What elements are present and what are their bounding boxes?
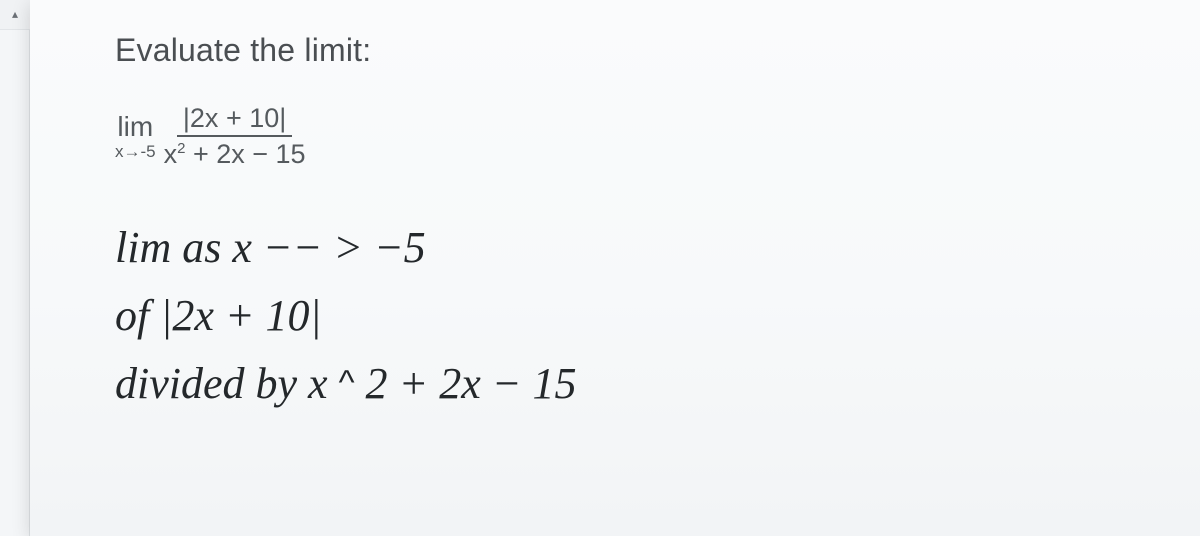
approach-var: x bbox=[115, 142, 124, 161]
scrollbar-track[interactable]: ▴ bbox=[0, 0, 30, 536]
lim-subscript: x→-5 bbox=[115, 143, 156, 160]
fraction-denominator: x2 + 2x − 15 bbox=[164, 137, 306, 168]
limit-operator: lim x→-5 bbox=[115, 113, 156, 160]
limit-expression: lim x→-5 |2x + 10| x2 + 2x − 15 bbox=[115, 105, 1140, 168]
content-sheet: Evaluate the limit: lim x→-5 |2x + 10| x… bbox=[30, 0, 1200, 536]
desc-line2-text: of |2x + 10| bbox=[115, 291, 322, 340]
desc-line1-b: −5 bbox=[374, 223, 426, 272]
approach-value: -5 bbox=[141, 142, 156, 161]
fraction: |2x + 10| x2 + 2x − 15 bbox=[164, 105, 306, 168]
prompt-text: Evaluate the limit: bbox=[115, 32, 1140, 69]
scroll-up-arrow[interactable]: ▴ bbox=[0, 0, 30, 30]
desc-line-1: lim as x −− > −5 bbox=[115, 214, 1140, 282]
desc-line3-a: divided by x bbox=[115, 359, 339, 408]
desc-line-3: divided by x ^ 2 + 2x − 15 bbox=[115, 350, 1140, 418]
approach-arrow-icon: → bbox=[124, 142, 141, 161]
denom-term-b: + 2x − 15 bbox=[185, 139, 305, 169]
desc-line1-a: lim as x −− > bbox=[115, 223, 374, 272]
caret-icon: ^ bbox=[339, 364, 355, 402]
desc-line3-b: 2 + 2x − 15 bbox=[355, 359, 577, 408]
desc-line-2: of |2x + 10| bbox=[115, 282, 1140, 350]
lim-label: lim bbox=[117, 113, 153, 141]
description-block: lim as x −− > −5 of |2x + 10| divided by… bbox=[115, 214, 1140, 419]
denom-term-a: x bbox=[164, 139, 178, 169]
fraction-numerator: |2x + 10| bbox=[177, 105, 292, 137]
